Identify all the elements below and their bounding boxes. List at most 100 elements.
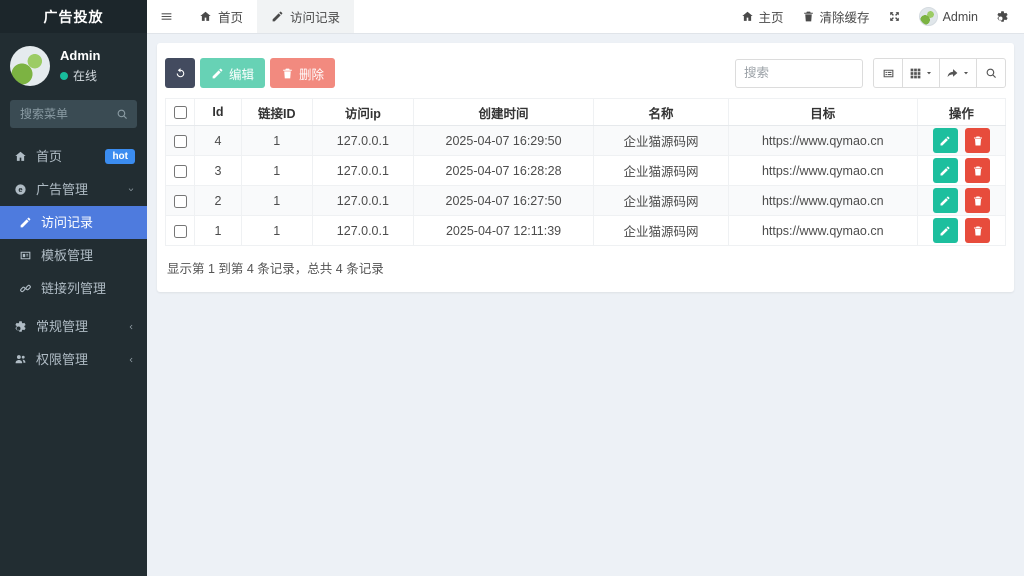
columns-button[interactable]	[902, 58, 940, 88]
sidebar-item-ad-management[interactable]: 广告管理	[0, 173, 147, 206]
row-edit-button[interactable]	[932, 158, 958, 183]
cell-ip: 127.0.0.1	[311, 155, 414, 186]
column-header-ip[interactable]: 访问ip	[311, 98, 414, 126]
sidebar-item-label: 模板管理	[41, 248, 94, 263]
row-delete-button[interactable]	[965, 158, 991, 183]
cell-ip: 127.0.0.1	[311, 215, 414, 246]
sidebar-item-label: 链接列管理	[41, 281, 107, 296]
column-header-target[interactable]: 目标	[727, 98, 918, 126]
pencil-icon	[939, 165, 951, 177]
chevron-down-icon	[127, 186, 135, 194]
column-header-actions: 操作	[916, 98, 1007, 126]
home-icon	[741, 10, 754, 23]
delete-button-label: 删除	[299, 67, 325, 82]
table-row[interactable]: 4 1 127.0.0.1 2025-04-07 16:29:50 企业猫源码网…	[164, 125, 1007, 156]
columns-grid-icon	[909, 67, 922, 80]
sidebar-item-home[interactable]: 首页 hot	[0, 140, 147, 173]
tab-label: 访问记录	[290, 11, 341, 25]
sidebar-item-label: 权限管理	[36, 352, 89, 367]
tab-home[interactable]: 首页	[185, 0, 257, 33]
avatar	[918, 7, 938, 26]
online-dot-icon	[60, 71, 68, 80]
row-delete-button[interactable]	[965, 218, 991, 243]
expand-icon	[888, 10, 901, 23]
row-checkbox[interactable]	[173, 134, 187, 148]
row-checkbox[interactable]	[173, 224, 187, 238]
caret-down-icon	[925, 69, 933, 77]
sidebar-item-general-management[interactable]: 常规管理	[0, 310, 147, 343]
cell-created: 2025-04-07 16:28:28	[412, 155, 595, 186]
home-icon	[199, 10, 212, 23]
toggle-view-button[interactable]	[873, 58, 903, 88]
ad-icon	[14, 183, 27, 196]
edit-button[interactable]: 编辑	[200, 58, 266, 88]
user-status-label: 在线	[73, 69, 98, 83]
sidebar-item-template-management[interactable]: 模板管理	[0, 239, 147, 272]
app-title: 广告投放	[0, 0, 147, 33]
select-all-checkbox[interactable]	[173, 106, 187, 120]
sidebar-item-link-management[interactable]: 链接列管理	[0, 272, 147, 305]
sidebar-item-visit-records[interactable]: 访问记录	[0, 206, 147, 239]
sidebar-item-permission-management[interactable]: 权限管理	[0, 343, 147, 376]
cogs-icon	[14, 320, 27, 333]
cell-link-id: 1	[240, 185, 313, 216]
export-button[interactable]	[939, 58, 977, 88]
chevron-left-icon	[127, 356, 135, 364]
table-search-input[interactable]	[735, 58, 863, 88]
cell-link-id: 1	[240, 215, 313, 246]
user-name: Admin	[60, 48, 101, 63]
row-checkbox[interactable]	[173, 164, 187, 178]
nav-home-link[interactable]: 主页	[732, 0, 793, 33]
sidebar-menu: 首页 hot 广告管理 访问记录 模板管理 链接列管理	[0, 140, 147, 376]
row-edit-button[interactable]	[932, 128, 958, 153]
search-icon	[116, 108, 129, 121]
table-row[interactable]: 2 1 127.0.0.1 2025-04-07 16:27:50 企业猫源码网…	[164, 185, 1007, 216]
list-view-icon	[882, 67, 895, 80]
cell-created: 2025-04-07 16:27:50	[412, 185, 595, 216]
chevron-left-icon	[127, 323, 135, 331]
data-panel: 编辑 删除	[157, 43, 1014, 292]
row-edit-button[interactable]	[932, 188, 958, 213]
content-area: 编辑 删除	[147, 33, 1024, 302]
tab-label: 首页	[218, 11, 244, 25]
cell-target: https://www.qymao.cn	[727, 155, 918, 186]
search-button[interactable]	[976, 58, 1006, 88]
settings-button[interactable]	[987, 0, 1018, 33]
gears-icon	[996, 10, 1009, 23]
trash-icon	[972, 225, 984, 237]
cell-target: https://www.qymao.cn	[727, 185, 918, 216]
home-icon	[14, 150, 27, 163]
row-checkbox[interactable]	[173, 194, 187, 208]
table-row[interactable]: 1 1 127.0.0.1 2025-04-07 12:11:39 企业猫源码网…	[164, 215, 1007, 246]
cell-ip: 127.0.0.1	[311, 185, 414, 216]
tab-visit-records[interactable]: 访问记录	[257, 0, 355, 33]
avatar	[10, 46, 50, 86]
cell-name: 企业猫源码网	[593, 185, 729, 216]
menu-search-input[interactable]	[18, 106, 116, 122]
column-header-created[interactable]: 创建时间	[412, 98, 595, 126]
record-summary: 显示第 1 到第 4 条记录，总共 4 条记录	[167, 262, 384, 276]
fullscreen-button[interactable]	[879, 0, 910, 33]
table-view-buttons	[873, 58, 1006, 88]
sidebar-toggle-button[interactable]	[147, 0, 185, 33]
user-menu[interactable]: Admin	[910, 0, 987, 33]
nav-home-label: 主页	[758, 11, 784, 25]
nav-clear-cache-link[interactable]: 清除缓存	[793, 0, 879, 33]
column-header-id[interactable]: Id	[194, 98, 242, 126]
bars-icon	[160, 10, 173, 23]
row-delete-button[interactable]	[965, 188, 991, 213]
row-delete-button[interactable]	[965, 128, 991, 153]
menu-search	[10, 100, 137, 128]
table-row[interactable]: 3 1 127.0.0.1 2025-04-07 16:28:28 企业猫源码网…	[164, 155, 1007, 186]
cell-id: 1	[194, 215, 242, 246]
column-header-link-id[interactable]: 链接ID	[240, 98, 313, 126]
refresh-button[interactable]	[165, 58, 195, 88]
row-edit-button[interactable]	[932, 218, 958, 243]
pencil-icon	[939, 225, 951, 237]
hot-badge: hot	[105, 149, 135, 164]
delete-button[interactable]: 删除	[270, 58, 336, 88]
column-header-name[interactable]: 名称	[593, 98, 729, 126]
trash-icon	[972, 165, 984, 177]
cell-name: 企业猫源码网	[593, 125, 729, 156]
cell-id: 3	[194, 155, 242, 186]
